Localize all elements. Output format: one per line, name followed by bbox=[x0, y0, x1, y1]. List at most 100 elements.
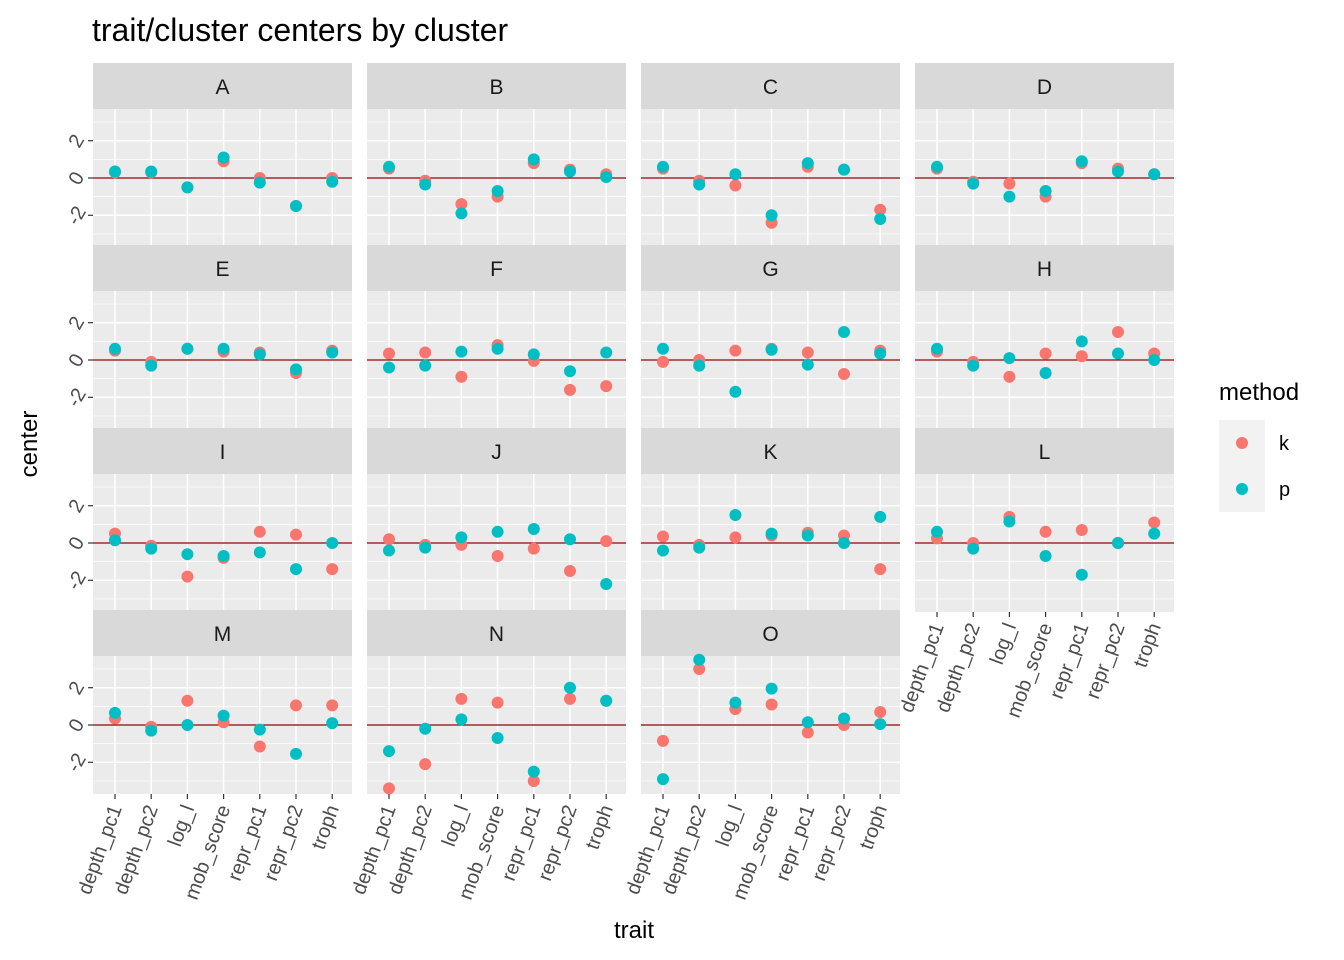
data-point-p-repr_pc2 bbox=[1112, 537, 1124, 549]
data-point-p-repr_pc1 bbox=[253, 348, 266, 361]
y-tick-label: 0 bbox=[65, 168, 90, 189]
data-point-p-mob_score bbox=[1039, 550, 1052, 563]
x-tick-label: troph bbox=[582, 802, 618, 852]
legend-key-p bbox=[1236, 483, 1248, 495]
y-tick-label: -2 bbox=[63, 203, 91, 229]
y-tick-label: 2 bbox=[65, 496, 90, 517]
data-point-p-log_l bbox=[181, 719, 194, 731]
data-point-p-log_l bbox=[729, 168, 742, 181]
facet-strip-label: N bbox=[489, 623, 504, 646]
data-point-p-depth_pc1 bbox=[109, 706, 121, 719]
facet-panel-E: E -2 0 2 bbox=[63, 245, 352, 429]
facet-strip-label: G bbox=[762, 258, 778, 281]
data-point-k-troph bbox=[600, 535, 613, 548]
data-point-k-repr_pc2 bbox=[290, 528, 302, 541]
data-point-p-troph bbox=[874, 510, 887, 523]
data-point-p-mob_score bbox=[765, 527, 778, 540]
facet-strip-label: F bbox=[490, 258, 503, 281]
data-point-p-depth_pc2 bbox=[967, 542, 980, 555]
data-point-p-repr_pc2 bbox=[290, 563, 302, 576]
data-point-p-depth_pc2 bbox=[693, 359, 706, 372]
facet-strip-label: C bbox=[763, 76, 778, 99]
data-point-p-troph bbox=[874, 347, 887, 360]
data-point-p-depth_pc1 bbox=[657, 773, 669, 786]
data-point-p-log_l bbox=[1003, 352, 1016, 365]
data-point-p-mob_score bbox=[491, 525, 504, 538]
data-point-p-depth_pc1 bbox=[109, 534, 121, 547]
data-point-p-repr_pc2 bbox=[838, 163, 850, 176]
data-point-p-troph bbox=[600, 346, 613, 359]
data-point-p-mob_score bbox=[217, 342, 230, 355]
data-point-p-log_l bbox=[729, 509, 742, 522]
data-point-k-mob_score bbox=[765, 698, 778, 711]
data-point-k-depth_pc1 bbox=[657, 530, 669, 543]
chart-title: trait/cluster centers by cluster bbox=[92, 12, 508, 48]
data-point-p-log_l bbox=[455, 207, 468, 220]
data-point-p-depth_pc2 bbox=[693, 653, 706, 666]
data-point-k-depth_pc1 bbox=[383, 782, 395, 795]
data-point-p-repr_pc1 bbox=[253, 546, 266, 559]
y-tick-label: -2 bbox=[63, 750, 91, 776]
data-point-k-depth_pc1 bbox=[657, 734, 669, 747]
data-point-p-repr_pc2 bbox=[564, 681, 576, 694]
legend-label-p: p bbox=[1279, 479, 1290, 501]
data-point-p-mob_score bbox=[491, 342, 504, 355]
data-point-p-repr_pc1 bbox=[253, 176, 266, 189]
facet-panel-G: G bbox=[641, 245, 900, 429]
data-point-p-mob_score bbox=[1039, 367, 1052, 380]
data-point-p-repr_pc2 bbox=[838, 537, 850, 549]
data-point-p-troph bbox=[1148, 168, 1161, 181]
data-point-k-depth_pc2 bbox=[419, 758, 432, 771]
data-point-p-depth_pc1 bbox=[931, 342, 943, 355]
data-point-p-depth_pc1 bbox=[931, 160, 943, 173]
facet-strip-label: J bbox=[491, 441, 502, 464]
data-point-k-log_l bbox=[729, 531, 742, 544]
data-point-k-log_l bbox=[455, 370, 468, 383]
facet-strip-label: K bbox=[763, 441, 777, 464]
data-point-p-log_l bbox=[729, 696, 742, 709]
data-point-k-depth_pc1 bbox=[383, 347, 395, 360]
facet-panel-J: J bbox=[367, 428, 626, 612]
data-point-p-depth_pc1 bbox=[383, 361, 395, 374]
legend-label-k: k bbox=[1279, 433, 1290, 455]
data-point-p-troph bbox=[1148, 527, 1161, 540]
x-tick-label: log_l bbox=[164, 802, 199, 849]
data-point-k-repr_pc2 bbox=[1112, 326, 1124, 339]
legend: method k p bbox=[1219, 379, 1299, 512]
data-point-p-mob_score bbox=[491, 185, 504, 198]
data-point-p-depth_pc2 bbox=[693, 541, 706, 554]
facet-strip bbox=[367, 63, 626, 109]
x-tick-label: log_l bbox=[438, 802, 473, 849]
data-point-p-mob_score bbox=[765, 209, 778, 222]
data-point-k-log_l bbox=[455, 198, 468, 211]
data-point-p-troph bbox=[600, 694, 613, 707]
facet-strip-label: A bbox=[215, 76, 229, 99]
data-point-p-mob_score bbox=[491, 732, 504, 745]
data-point-p-troph bbox=[1148, 354, 1161, 366]
y-tick-label: 0 bbox=[65, 350, 90, 371]
data-point-p-mob_score bbox=[217, 550, 230, 563]
data-point-p-mob_score bbox=[217, 709, 230, 722]
facet-strip-label: H bbox=[1037, 258, 1052, 281]
data-point-p-repr_pc2 bbox=[290, 199, 302, 212]
data-point-p-repr_pc2 bbox=[838, 712, 850, 725]
data-point-k-log_l bbox=[181, 570, 194, 583]
data-point-k-troph bbox=[874, 563, 887, 576]
data-point-p-log_l bbox=[455, 713, 468, 726]
data-point-p-depth_pc1 bbox=[383, 160, 395, 173]
data-point-p-repr_pc1 bbox=[1075, 335, 1088, 348]
data-point-k-troph bbox=[1148, 516, 1161, 529]
data-point-k-troph bbox=[874, 203, 887, 216]
data-point-k-depth_pc2 bbox=[693, 663, 706, 676]
facet-strip bbox=[93, 428, 352, 474]
data-point-p-repr_pc1 bbox=[801, 157, 814, 170]
facet-panel-D: D bbox=[915, 63, 1174, 247]
data-point-p-troph bbox=[326, 346, 339, 359]
data-point-p-depth_pc2 bbox=[419, 178, 432, 191]
facet-panel-A: A -2 0 2 bbox=[63, 63, 352, 247]
facet-strip-label: I bbox=[220, 441, 226, 464]
data-point-p-troph bbox=[600, 171, 613, 184]
facet-strip-label: O bbox=[762, 623, 778, 646]
